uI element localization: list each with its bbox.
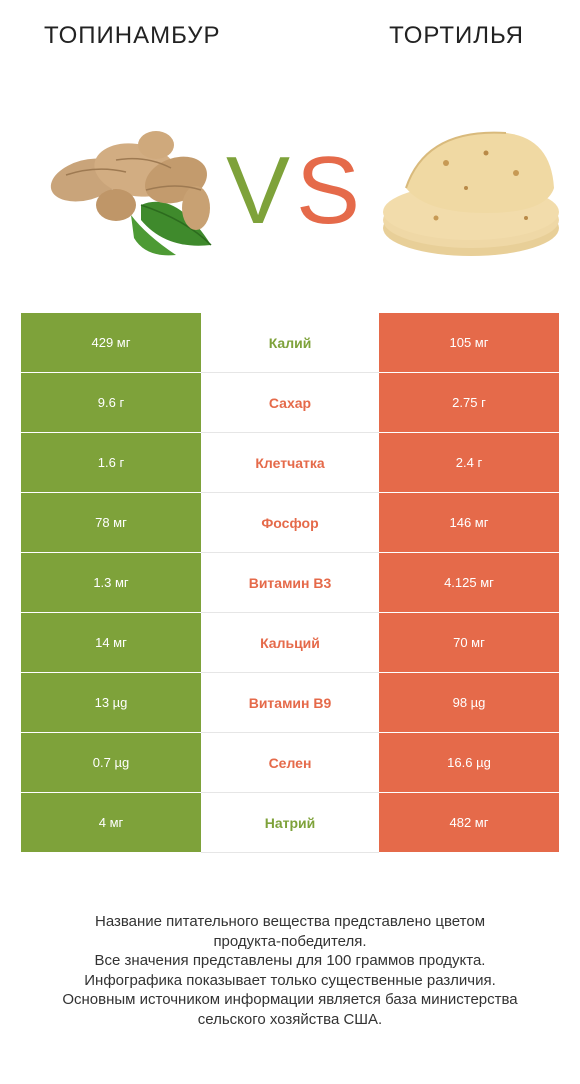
footer-line: Основным источником информации является … <box>62 991 518 1008</box>
nutrient-name-cell: Витамин B9 <box>201 673 379 733</box>
table-row: 429 мг Калий 105 мг <box>21 313 559 373</box>
table-row: 13 µg Витамин B9 98 µg <box>21 673 559 733</box>
right-value-cell: 105 мг <box>379 313 559 373</box>
footer-line: продукта-победителя. <box>213 932 367 950</box>
left-value-cell: 9.6 г <box>21 373 201 433</box>
footer-line: сельского хозяйства США. <box>197 1010 383 1028</box>
nutrient-name-cell: Кальций <box>201 613 379 673</box>
table-row: 78 мг Фосфор 146 мг <box>21 493 559 553</box>
vs-s-letter: S <box>296 137 356 235</box>
footer-notes: Название питательного вещества представл… <box>0 912 580 1029</box>
right-value-cell: 482 мг <box>379 793 559 853</box>
right-value-cell: 2.75 г <box>379 373 559 433</box>
right-value-cell: 2.4 г <box>379 433 559 493</box>
nutrient-comparison-table: 429 мг Калий 105 мг 9.6 г Сахар 2.75 г 1.6 г Кл… <box>21 313 559 853</box>
table-row: 0.7 µg Селен 16.6 µg <box>21 733 559 793</box>
right-value-cell: 4.125 мг <box>379 553 559 613</box>
vs-v-letter: V <box>226 137 290 235</box>
left-value-cell: 4 мг <box>21 793 201 853</box>
nutrient-name-cell: Сахар <box>201 373 379 433</box>
right-value-cell: 70 мг <box>379 613 559 673</box>
left-value-cell: 1.3 мг <box>21 553 201 613</box>
table-row: 9.6 г Сахар 2.75 г <box>21 373 559 433</box>
tortilla-image <box>383 131 559 256</box>
left-value-cell: 78 мг <box>21 493 201 553</box>
nutrient-name-cell: Клетчатка <box>201 433 379 493</box>
right-value-cell: 16.6 µg <box>379 733 559 793</box>
footer-line: Инфографика показывает только существенн… <box>84 971 496 989</box>
jerusalem-artichoke-image <box>50 131 212 256</box>
left-value-cell: 14 мг <box>21 613 201 673</box>
vs-label: V S <box>226 137 356 235</box>
nutrient-name-cell: Селен <box>201 733 379 793</box>
table-row: 1.3 мг Витамин B3 4.125 мг <box>21 553 559 613</box>
footer-line: Название питательного вещества представл… <box>94 913 486 930</box>
table-row: 1.6 г Клетчатка 2.4 г <box>21 433 559 493</box>
nutrient-name-cell: Фосфор <box>201 493 379 553</box>
right-product-title: ТОРТИЛЬЯ <box>389 22 524 49</box>
left-product-title: ТОПИНАМБУР <box>44 22 221 49</box>
table-row: 14 мг Кальций 70 мг <box>21 613 559 673</box>
left-value-cell: 0.7 µg <box>21 733 201 793</box>
nutrient-name-cell: Натрий <box>201 793 379 853</box>
nutrient-name-cell: Калий <box>201 313 379 373</box>
right-value-cell: 98 µg <box>379 673 559 733</box>
table-row: 4 мг Натрий 482 мг <box>21 793 559 853</box>
footer-line: Все значения представлены для 100 граммо… <box>94 952 486 969</box>
nutrient-name-cell: Витамин B3 <box>201 553 379 613</box>
left-value-cell: 429 мг <box>21 313 201 373</box>
left-value-cell: 1.6 г <box>21 433 201 493</box>
right-value-cell: 146 мг <box>379 493 559 553</box>
left-value-cell: 13 µg <box>21 673 201 733</box>
